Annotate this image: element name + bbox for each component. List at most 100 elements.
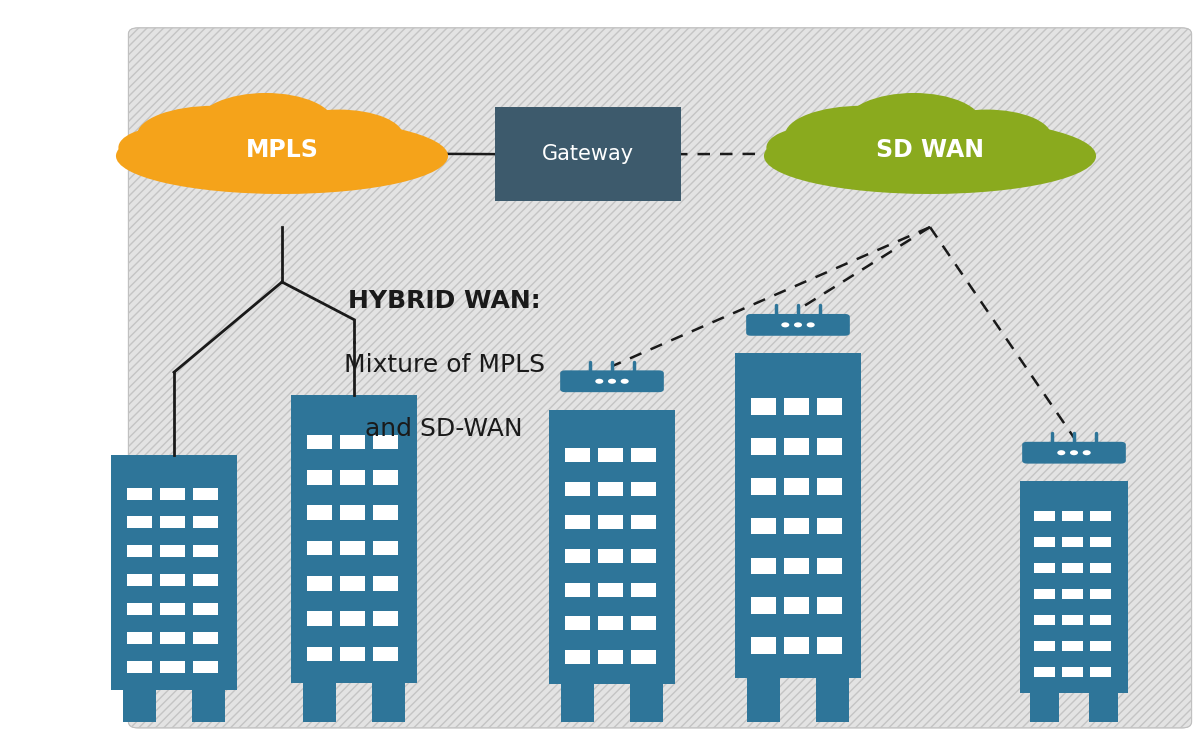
Circle shape	[1057, 450, 1066, 455]
FancyBboxPatch shape	[373, 505, 397, 520]
FancyBboxPatch shape	[817, 597, 841, 614]
FancyBboxPatch shape	[1090, 690, 1117, 722]
Circle shape	[608, 379, 616, 384]
Text: MPLS: MPLS	[246, 138, 318, 162]
FancyBboxPatch shape	[785, 478, 809, 495]
FancyBboxPatch shape	[307, 435, 332, 450]
FancyBboxPatch shape	[751, 557, 776, 575]
FancyBboxPatch shape	[565, 515, 590, 529]
FancyBboxPatch shape	[631, 515, 655, 529]
FancyBboxPatch shape	[599, 448, 623, 462]
FancyBboxPatch shape	[1062, 511, 1084, 521]
FancyBboxPatch shape	[1034, 537, 1055, 547]
Ellipse shape	[137, 106, 290, 165]
FancyBboxPatch shape	[373, 541, 397, 556]
Ellipse shape	[197, 93, 335, 155]
FancyBboxPatch shape	[127, 632, 152, 644]
FancyBboxPatch shape	[496, 107, 682, 201]
Text: SD WAN: SD WAN	[876, 138, 984, 162]
FancyBboxPatch shape	[193, 603, 217, 615]
FancyBboxPatch shape	[307, 470, 332, 485]
FancyBboxPatch shape	[817, 478, 841, 495]
Text: Mixture of MPLS: Mixture of MPLS	[343, 353, 545, 377]
FancyBboxPatch shape	[1062, 537, 1084, 547]
FancyBboxPatch shape	[193, 517, 217, 529]
FancyBboxPatch shape	[127, 603, 152, 615]
FancyBboxPatch shape	[373, 576, 397, 591]
FancyBboxPatch shape	[630, 680, 664, 722]
FancyBboxPatch shape	[817, 637, 841, 653]
FancyBboxPatch shape	[341, 576, 365, 591]
FancyBboxPatch shape	[785, 597, 809, 614]
FancyBboxPatch shape	[193, 574, 217, 586]
FancyBboxPatch shape	[785, 557, 809, 575]
FancyBboxPatch shape	[1034, 511, 1055, 521]
FancyBboxPatch shape	[1091, 511, 1111, 521]
FancyBboxPatch shape	[599, 549, 623, 563]
FancyBboxPatch shape	[817, 438, 841, 455]
FancyBboxPatch shape	[785, 438, 809, 455]
FancyBboxPatch shape	[1034, 641, 1055, 651]
FancyBboxPatch shape	[373, 611, 397, 626]
FancyBboxPatch shape	[785, 518, 809, 535]
FancyBboxPatch shape	[751, 597, 776, 614]
FancyBboxPatch shape	[565, 448, 590, 462]
FancyBboxPatch shape	[1062, 666, 1084, 678]
FancyBboxPatch shape	[631, 583, 655, 597]
FancyBboxPatch shape	[560, 680, 594, 722]
FancyBboxPatch shape	[565, 617, 590, 630]
FancyBboxPatch shape	[631, 549, 655, 563]
Ellipse shape	[348, 132, 437, 172]
FancyBboxPatch shape	[785, 399, 809, 415]
FancyBboxPatch shape	[565, 583, 590, 597]
Ellipse shape	[845, 93, 983, 155]
FancyBboxPatch shape	[785, 637, 809, 653]
FancyBboxPatch shape	[1062, 641, 1084, 651]
FancyBboxPatch shape	[599, 617, 623, 630]
FancyBboxPatch shape	[373, 647, 397, 662]
Circle shape	[595, 379, 604, 384]
Text: and SD-WAN: and SD-WAN	[365, 417, 523, 441]
FancyBboxPatch shape	[1062, 589, 1084, 599]
Circle shape	[781, 323, 790, 327]
FancyBboxPatch shape	[307, 647, 332, 662]
Text: Gateway: Gateway	[542, 144, 634, 164]
FancyBboxPatch shape	[1091, 537, 1111, 547]
FancyBboxPatch shape	[127, 517, 152, 529]
FancyBboxPatch shape	[341, 647, 365, 662]
FancyBboxPatch shape	[751, 399, 776, 415]
FancyBboxPatch shape	[751, 478, 776, 495]
FancyBboxPatch shape	[193, 545, 217, 557]
FancyBboxPatch shape	[631, 617, 655, 630]
FancyBboxPatch shape	[341, 505, 365, 520]
Circle shape	[1070, 450, 1078, 455]
FancyBboxPatch shape	[122, 686, 156, 722]
FancyBboxPatch shape	[1091, 614, 1111, 626]
FancyBboxPatch shape	[599, 650, 623, 664]
FancyBboxPatch shape	[292, 395, 418, 683]
FancyBboxPatch shape	[127, 660, 152, 672]
FancyBboxPatch shape	[565, 650, 590, 664]
FancyBboxPatch shape	[302, 678, 336, 722]
FancyBboxPatch shape	[161, 660, 185, 672]
FancyBboxPatch shape	[631, 650, 655, 664]
FancyBboxPatch shape	[341, 541, 365, 556]
FancyBboxPatch shape	[192, 686, 226, 722]
FancyBboxPatch shape	[565, 549, 590, 563]
Ellipse shape	[119, 127, 212, 168]
FancyBboxPatch shape	[341, 470, 365, 485]
FancyBboxPatch shape	[193, 487, 217, 499]
FancyBboxPatch shape	[1091, 666, 1111, 678]
FancyBboxPatch shape	[550, 410, 674, 684]
FancyBboxPatch shape	[599, 515, 623, 529]
FancyBboxPatch shape	[161, 517, 185, 529]
FancyBboxPatch shape	[193, 660, 217, 672]
FancyBboxPatch shape	[307, 505, 332, 520]
FancyBboxPatch shape	[599, 583, 623, 597]
Ellipse shape	[767, 127, 860, 168]
Circle shape	[794, 323, 802, 327]
FancyBboxPatch shape	[746, 314, 850, 335]
FancyBboxPatch shape	[161, 603, 185, 615]
FancyBboxPatch shape	[373, 435, 397, 450]
FancyBboxPatch shape	[751, 518, 776, 535]
